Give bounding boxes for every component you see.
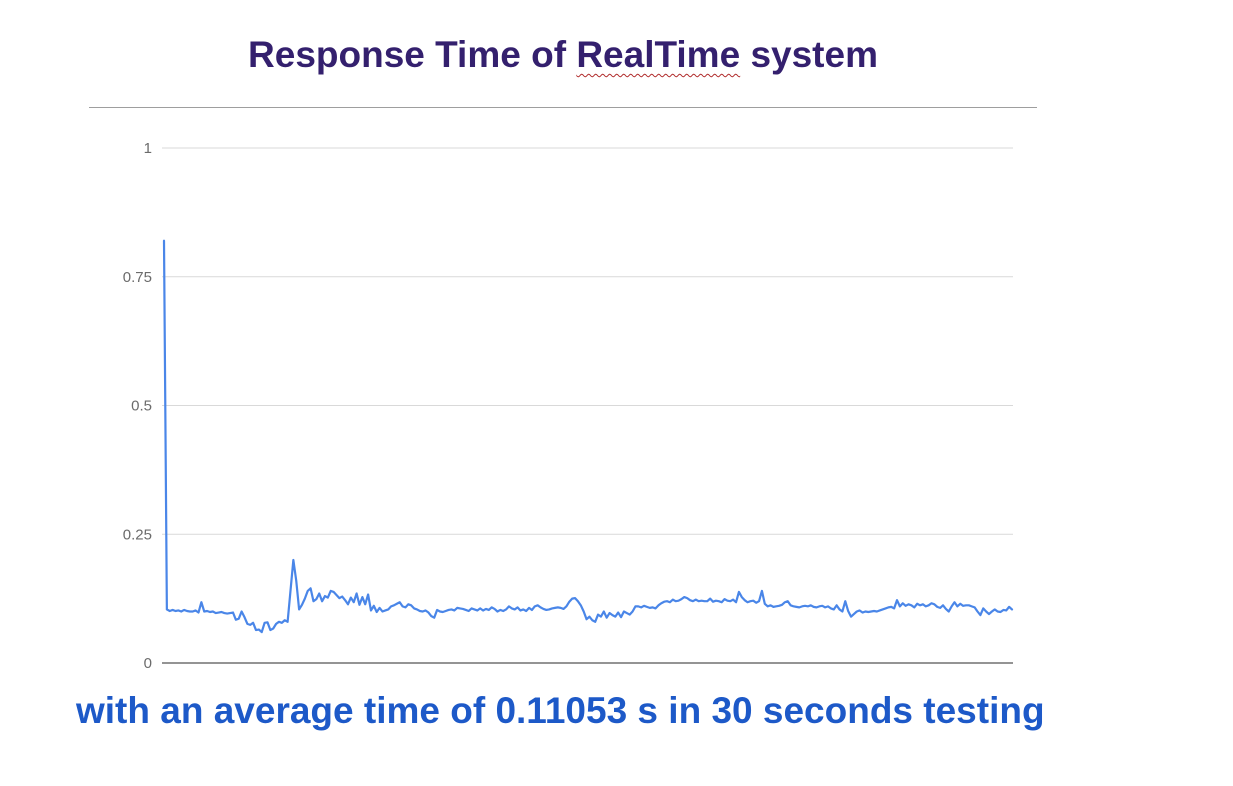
y-tick-label: 0 <box>144 655 152 672</box>
title-divider <box>89 107 1037 108</box>
title-highlight-word: RealTime <box>576 34 741 75</box>
title-prefix: Response Time of <box>248 34 577 75</box>
y-tick-label: 1 <box>144 140 152 157</box>
chart-title: Response Time of RealTime system <box>0 34 1126 76</box>
title-suffix: system <box>740 34 878 75</box>
y-tick-label: 0.25 <box>123 526 152 543</box>
y-tick-label: 0.5 <box>131 398 152 415</box>
y-tick-label: 0.75 <box>123 269 152 286</box>
chart-caption: with an average time of 0.11053 s in 30 … <box>76 690 1045 731</box>
series-line <box>162 239 1014 634</box>
